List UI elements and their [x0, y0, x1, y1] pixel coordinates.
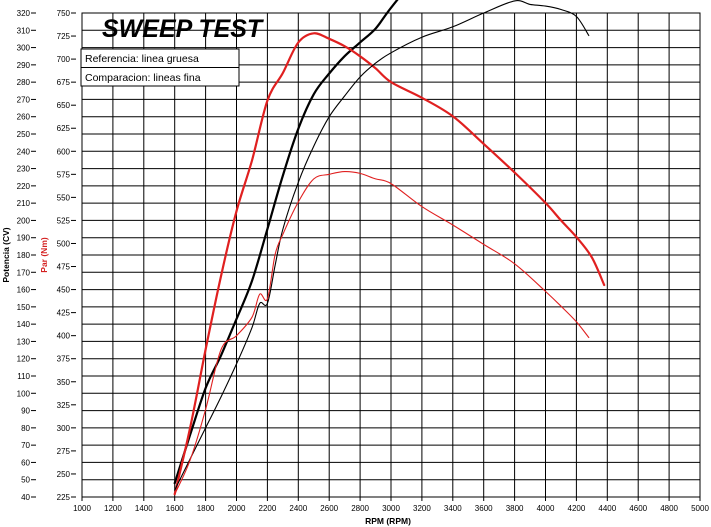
rpm-tick-label: 5000	[691, 504, 709, 513]
rpm-tick-label: 1400	[135, 504, 153, 513]
rpm-tick-label: 4800	[660, 504, 678, 513]
power-tick-label: 190	[17, 234, 31, 243]
power-axis-ticks: 40 50 60 70 80 90 100 110 120 130 140 150 160 170 180 1…	[17, 9, 36, 502]
rpm-tick-label: 1600	[166, 504, 184, 513]
torque-tick-label: 675	[57, 78, 71, 87]
power-tick-label: 240	[17, 147, 31, 156]
power-tick-label: 200	[17, 216, 31, 225]
torque-tick-label: 275	[57, 447, 71, 456]
rpm-tick-label: 3400	[444, 504, 462, 513]
power-tick-label: 250	[17, 130, 31, 139]
torque-tick-label: 550	[57, 193, 71, 202]
torque-tick-label: 400	[57, 332, 71, 341]
rpm-tick-label: 2000	[228, 504, 246, 513]
rpm-axis-ticks: 1000 1200 1400 1600 1800 2000 2200 2400 2600 2800…	[73, 497, 709, 513]
torque-axis-label: Par (Nm)	[39, 237, 49, 273]
rpm-tick-label: 2600	[320, 504, 338, 513]
rpm-tick-label: 3200	[413, 504, 431, 513]
rpm-tick-label: 3800	[506, 504, 524, 513]
power-tick-label: 40	[21, 493, 30, 502]
torque-tick-label: 700	[57, 55, 71, 64]
torque-tick-label: 250	[57, 470, 71, 479]
power-tick-label: 180	[17, 251, 31, 260]
power-comparison-line	[174, 0, 590, 491]
series-layer	[173, 0, 606, 496]
torque-reference-line	[173, 32, 606, 496]
torque-tick-label: 525	[57, 216, 71, 225]
power-tick-label: 300	[17, 44, 31, 53]
torque-comparison-line	[174, 171, 590, 495]
rpm-tick-label: 2200	[259, 504, 277, 513]
torque-tick-label: 650	[57, 101, 71, 110]
power-tick-label: 160	[17, 286, 31, 295]
power-tick-label: 100	[17, 389, 31, 398]
rpm-tick-label: 3600	[475, 504, 493, 513]
torque-tick-label: 575	[57, 170, 71, 179]
power-tick-label: 50	[21, 476, 30, 485]
power-tick-label: 80	[21, 424, 30, 433]
legend-reference: Referencia: linea gruesa	[85, 53, 199, 65]
power-tick-label: 90	[21, 407, 30, 416]
torque-tick-label: 725	[57, 32, 71, 41]
torque-tick-label: 225	[57, 493, 71, 502]
power-tick-label: 220	[17, 182, 31, 191]
power-tick-label: 110	[17, 372, 30, 381]
rpm-tick-label: 4200	[568, 504, 586, 513]
power-tick-label: 170	[17, 268, 31, 277]
torque-tick-label: 450	[57, 286, 71, 295]
power-tick-label: 320	[17, 9, 31, 18]
power-tick-label: 290	[17, 61, 31, 70]
torque-tick-label: 300	[57, 424, 71, 433]
rpm-tick-label: 1000	[73, 504, 91, 513]
power-tick-label: 150	[17, 303, 31, 312]
torque-axis-ticks: 225 250 275 300 325 350 375 400 425 450 475 500 525 5…	[57, 9, 76, 502]
torque-tick-label: 625	[57, 124, 71, 133]
legend-comparison: Comparacion: lineas fina	[85, 72, 201, 84]
torque-tick-label: 425	[57, 309, 71, 318]
power-tick-label: 280	[17, 78, 31, 87]
power-tick-label: 70	[21, 441, 30, 450]
rpm-tick-label: 4600	[629, 504, 647, 513]
power-tick-label: 140	[17, 320, 31, 329]
power-reference-line	[173, 0, 399, 485]
chart-title: SWEEP TEST	[102, 15, 265, 43]
rpm-tick-label: 3000	[382, 504, 400, 513]
torque-tick-label: 500	[57, 239, 71, 248]
rpm-tick-label: 2800	[351, 504, 369, 513]
power-tick-label: 230	[17, 165, 31, 174]
power-tick-label: 310	[17, 26, 31, 35]
torque-tick-label: 750	[57, 9, 71, 18]
torque-tick-label: 375	[57, 355, 71, 364]
rpm-tick-label: 1800	[197, 504, 215, 513]
rpm-tick-label: 4000	[537, 504, 555, 513]
power-axis-label: Potencia (CV)	[1, 227, 11, 282]
torque-tick-label: 325	[57, 401, 71, 410]
power-tick-label: 270	[17, 95, 31, 104]
power-tick-label: 120	[17, 355, 31, 364]
rpm-tick-label: 2400	[289, 504, 307, 513]
torque-tick-label: 475	[57, 263, 71, 272]
legend: Referencia: linea gruesa Comparacion: li…	[80, 48, 240, 87]
torque-tick-label: 350	[57, 378, 71, 387]
torque-tick-label: 600	[57, 147, 71, 156]
rpm-tick-label: 4400	[598, 504, 616, 513]
power-tick-label: 210	[17, 199, 31, 208]
rpm-axis-label: RPM (RPM)	[365, 516, 411, 526]
rpm-tick-label: 1200	[104, 504, 122, 513]
power-tick-label: 130	[17, 337, 31, 346]
power-tick-label: 60	[21, 458, 30, 467]
power-tick-label: 260	[17, 113, 31, 122]
